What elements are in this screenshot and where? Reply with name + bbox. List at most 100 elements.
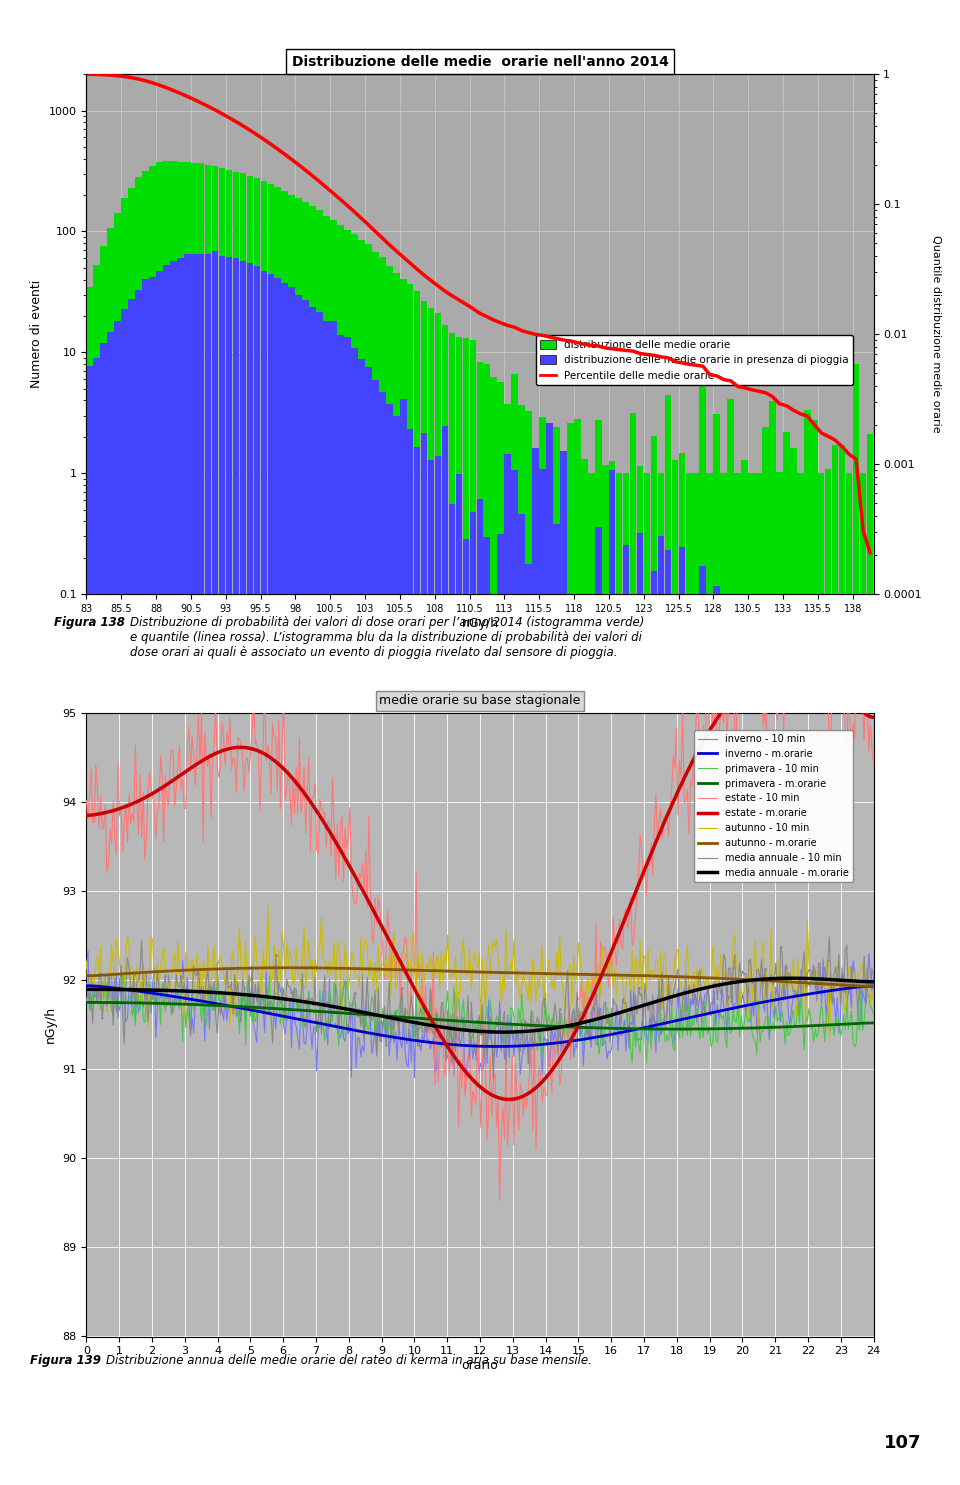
Bar [484, 536, 491, 1485]
Bar [219, 168, 226, 1485]
Bar [296, 296, 302, 1485]
Bar [839, 444, 846, 1485]
Bar [553, 426, 560, 1485]
Bar [337, 226, 344, 1485]
Bar [358, 241, 365, 1485]
Bar [713, 414, 720, 1485]
Bar [344, 230, 350, 1485]
Bar [518, 404, 525, 1485]
Text: Figura 138: Figura 138 [54, 616, 125, 630]
Bar [393, 416, 399, 1485]
Bar [101, 343, 107, 1485]
Bar [867, 434, 874, 1485]
Bar [581, 459, 588, 1485]
Bar [664, 549, 671, 1485]
Title: medie orarie su base stagionale: medie orarie su base stagionale [379, 695, 581, 707]
Bar [281, 284, 288, 1485]
Bar [692, 680, 699, 1485]
Bar [275, 278, 281, 1485]
Bar [121, 198, 128, 1485]
Bar [797, 474, 804, 1485]
Bar [163, 266, 170, 1485]
Bar [741, 460, 748, 1485]
Bar [602, 465, 609, 1485]
Text: Distribuzione annua delle medie orarie del rateo di kerma in aria su base mensil: Distribuzione annua delle medie orarie d… [106, 1354, 591, 1368]
Bar [546, 423, 553, 1485]
Bar [790, 447, 797, 1485]
Bar [428, 307, 434, 1485]
Bar [268, 184, 275, 1485]
Bar [400, 279, 406, 1485]
Bar [588, 639, 594, 1485]
Bar [700, 364, 706, 1485]
Bar [756, 701, 762, 1485]
Bar [93, 358, 100, 1485]
Bar [783, 637, 790, 1485]
Bar [184, 162, 190, 1485]
Bar [664, 395, 671, 1485]
Bar [114, 212, 121, 1485]
Bar [247, 175, 253, 1485]
Bar [567, 423, 574, 1485]
Bar [288, 287, 295, 1485]
Bar [497, 383, 504, 1485]
Text: Distribuzione di probabilità dei valori di dose orari per l’anno 2014 (istogramm: Distribuzione di probabilità dei valori … [130, 616, 644, 659]
Bar [232, 172, 239, 1485]
Bar [129, 298, 134, 1485]
Bar [707, 474, 713, 1485]
Bar [497, 533, 504, 1485]
Bar [351, 233, 358, 1485]
Bar [191, 254, 198, 1485]
Bar [797, 781, 804, 1485]
Bar [741, 618, 748, 1485]
Text: Figura 139: Figura 139 [30, 1354, 101, 1368]
Bar [532, 448, 539, 1485]
Bar [846, 474, 852, 1485]
Bar [574, 419, 581, 1485]
Bar [324, 321, 330, 1485]
Bar [108, 331, 114, 1485]
Bar [762, 428, 769, 1485]
Bar [623, 474, 630, 1485]
Bar [288, 195, 295, 1485]
Bar [240, 174, 247, 1485]
Bar [170, 162, 177, 1485]
Bar [672, 616, 678, 1485]
Y-axis label: Numero di eventi: Numero di eventi [30, 281, 43, 388]
Bar [811, 420, 818, 1485]
Bar [804, 410, 810, 1485]
Bar [456, 337, 462, 1485]
Bar [609, 462, 615, 1485]
Bar [512, 374, 518, 1485]
Bar [226, 257, 232, 1485]
Bar [491, 615, 497, 1485]
Bar [728, 627, 734, 1485]
Bar [344, 337, 350, 1485]
Bar [253, 266, 260, 1485]
Bar [135, 291, 142, 1485]
Bar [756, 474, 762, 1485]
Bar [546, 423, 553, 1485]
Bar [679, 453, 685, 1485]
Bar [463, 339, 469, 1485]
Bar [129, 187, 134, 1485]
Bar [560, 451, 566, 1485]
Y-axis label: nGy/h: nGy/h [44, 1007, 57, 1042]
Bar [184, 254, 190, 1485]
Bar [602, 631, 609, 1485]
Bar [247, 263, 253, 1485]
Bar [512, 471, 518, 1485]
Bar [623, 545, 630, 1485]
Bar [518, 514, 525, 1485]
Bar [302, 300, 309, 1485]
Bar [734, 689, 741, 1485]
Bar [595, 527, 602, 1485]
Bar [93, 264, 100, 1485]
Bar [831, 704, 838, 1485]
Bar [108, 227, 114, 1485]
Bar [700, 566, 706, 1485]
Bar [198, 254, 204, 1485]
Bar [762, 649, 769, 1485]
Bar [616, 682, 622, 1485]
Bar [275, 187, 281, 1485]
